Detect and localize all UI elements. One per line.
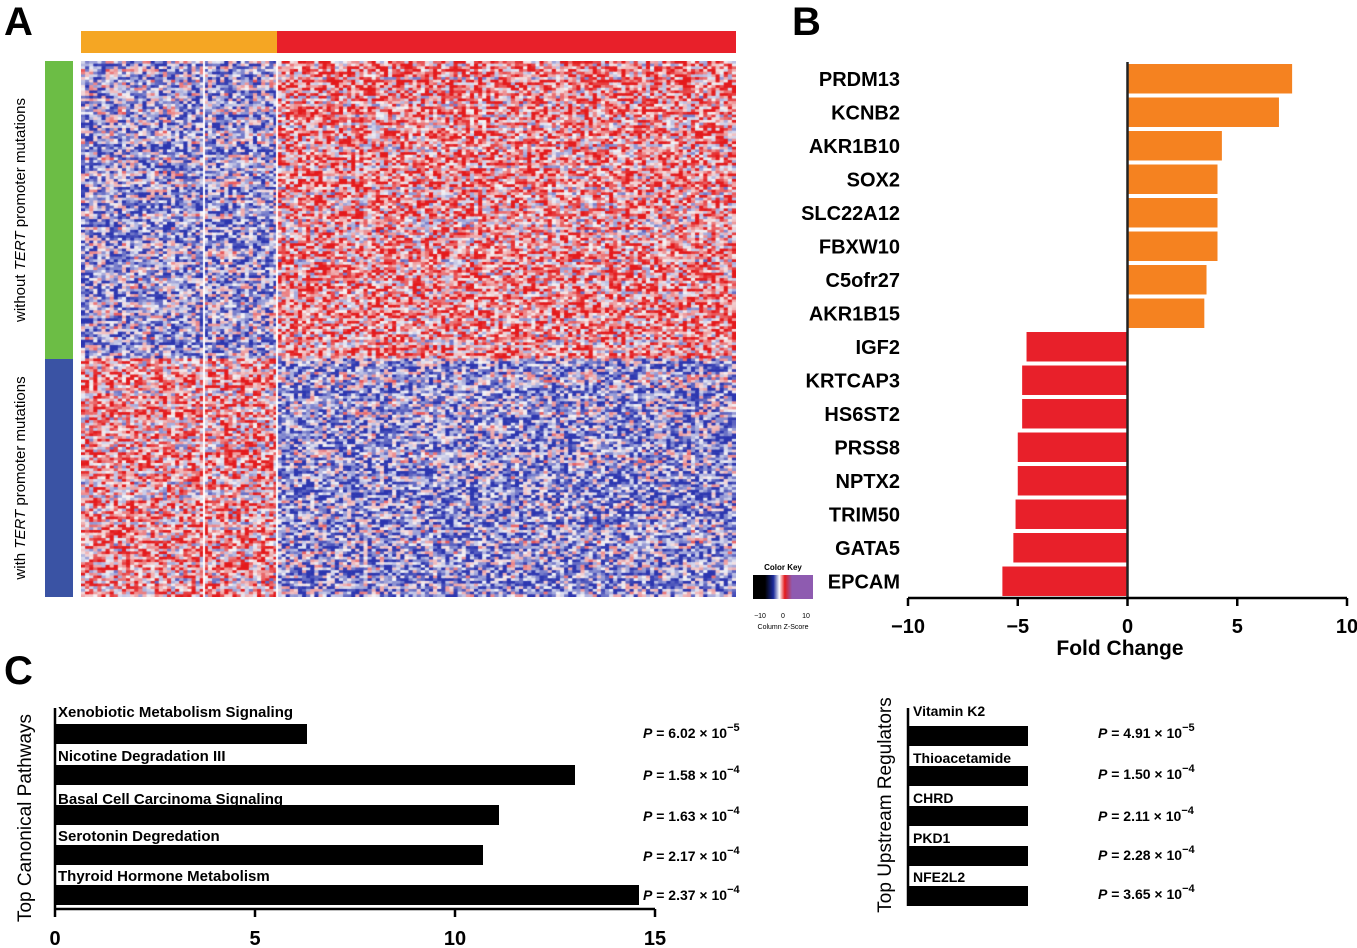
y-axis-title: Top Upstream Regulators xyxy=(875,697,896,912)
gene-label: C5ofr27 xyxy=(826,270,900,292)
p-value-label: P = 1.63 × 10−4 xyxy=(643,805,741,824)
row-group-bar-green xyxy=(45,61,73,359)
fold-change-chart: PRDM13 KCNB2 AKR1B10 SOX2 SLC22A12 FBXW10 C5of… xyxy=(801,62,1357,660)
x-tick-label: 15 xyxy=(644,928,666,948)
p-value-label: P = 2.28 × 10−4 xyxy=(1098,844,1196,863)
heatmap-matrix xyxy=(81,61,736,597)
fold-change-bar xyxy=(1127,64,1293,94)
heatmap-panel: without TERT promoter mutations with TER… xyxy=(12,31,813,631)
p-value-label: P = 2.17 × 10−4 xyxy=(643,845,741,864)
gene-label: IGF2 xyxy=(856,337,900,359)
gene-label: AKR1B10 xyxy=(809,136,900,158)
gene-label: EPCAM xyxy=(828,571,900,593)
color-key-tick: −10 xyxy=(754,613,766,620)
regulator-bar xyxy=(908,726,1028,746)
gene-label: FBXW10 xyxy=(819,236,900,258)
fold-change-bar xyxy=(1017,466,1128,496)
fold-change-bar xyxy=(1127,298,1205,328)
color-key: Color Key −10 0 10 Column Z-Score xyxy=(753,563,813,631)
regulator-label: Vitamin K2 xyxy=(913,703,985,719)
regulator-bar xyxy=(908,846,1028,866)
regulator-bar xyxy=(908,766,1028,786)
p-value-label: P = 1.58 × 10−4 xyxy=(643,764,741,783)
pathway-label: Xenobiotic Metabolism Signaling xyxy=(58,704,293,721)
p-value-label: P = 6.02 × 10−5 xyxy=(643,722,740,741)
pathway-bar xyxy=(55,845,483,865)
pathway-bar xyxy=(55,724,307,744)
regulator-bar xyxy=(908,806,1028,826)
p-value-label: P = 3.65 × 10−4 xyxy=(1098,883,1196,902)
gene-label: GATA5 xyxy=(835,538,900,560)
color-key-label: Column Z-Score xyxy=(758,624,809,631)
regulator-label: NFE2L2 xyxy=(913,869,965,885)
panel-label-c: C xyxy=(4,649,33,693)
fold-change-bar xyxy=(1127,231,1218,261)
x-tick-label: 0 xyxy=(1122,616,1133,638)
regulator-label: CHRD xyxy=(913,790,953,806)
pathway-label: Serotonin Degredation xyxy=(58,828,220,845)
y-axis-title: Top Canonical Pathways xyxy=(15,714,36,922)
gene-label: TRIM50 xyxy=(829,504,900,526)
gene-label: KRTCAP3 xyxy=(806,370,900,392)
gene-label: NPTX2 xyxy=(836,471,900,493)
x-tick-label: −10 xyxy=(891,616,925,638)
gene-label: AKR1B15 xyxy=(809,303,900,325)
regulator-bar xyxy=(908,886,1028,906)
panel-label-b: B xyxy=(792,0,821,44)
p-value-label: P = 2.11 × 10−4 xyxy=(1098,805,1195,824)
fold-change-bar xyxy=(1127,198,1218,228)
x-tick-label: 0 xyxy=(49,928,60,948)
x-tick-label: 10 xyxy=(444,928,466,948)
x-tick-label: 5 xyxy=(249,928,260,948)
x-tick-label: −5 xyxy=(1006,616,1029,638)
pathway-bar xyxy=(55,885,639,905)
pathway-label: Nicotine Degradation III xyxy=(58,748,226,765)
fold-change-bar xyxy=(1127,164,1218,194)
panel-label-a: A xyxy=(4,0,33,44)
gene-label: SLC22A12 xyxy=(801,203,900,225)
fold-change-bar xyxy=(1022,399,1128,429)
fold-change-bar xyxy=(1127,265,1207,295)
p-value-label: P = 1.50 × 10−4 xyxy=(1098,763,1196,782)
fold-change-bar xyxy=(1017,432,1128,462)
canonical-pathways-chart: Xenobiotic Metabolism Signaling P = 6.02 … xyxy=(15,704,741,948)
gene-label: HS6ST2 xyxy=(824,404,900,426)
pathway-bar xyxy=(55,765,575,785)
fold-change-bar xyxy=(1127,97,1279,127)
x-tick-label: 10 xyxy=(1336,616,1357,638)
column-group-bar-red xyxy=(277,31,736,53)
regulator-label: PKD1 xyxy=(913,830,951,846)
gene-label: PRSS8 xyxy=(834,437,900,459)
color-key-gradient xyxy=(753,575,813,599)
p-value-label: P = 2.37 × 10−4 xyxy=(643,884,741,903)
color-key-tick: 10 xyxy=(802,613,810,620)
upstream-regulators-chart: Vitamin K2 P = 4.91 × 10−5 Thioacetamide P … xyxy=(875,697,1196,912)
color-key-tick: 0 xyxy=(781,613,785,620)
gene-label: KCNB2 xyxy=(831,102,900,124)
fold-change-bar xyxy=(1022,365,1128,395)
regulator-label: Thioacetamide xyxy=(913,750,1011,766)
gene-label: SOX2 xyxy=(847,169,900,191)
fold-change-bar xyxy=(1013,533,1128,563)
row-group-bar-blue xyxy=(45,359,73,597)
x-tick-label: 5 xyxy=(1232,616,1243,638)
row-label-with-tert: with TERT promoter mutations xyxy=(12,376,29,580)
column-group-bar-orange xyxy=(81,31,277,53)
x-axis-title: Fold Change xyxy=(1056,637,1183,660)
fold-change-bar xyxy=(1026,332,1128,362)
pathway-label: Thyroid Hormone Metabolism xyxy=(58,868,270,885)
pathway-bar xyxy=(55,805,499,825)
row-label-without-tert: without TERT promoter mutations xyxy=(12,98,29,323)
p-value-label: P = 4.91 × 10−5 xyxy=(1098,722,1195,741)
fold-change-bar xyxy=(1015,499,1128,529)
fold-change-bar xyxy=(1127,131,1222,161)
gene-label: PRDM13 xyxy=(819,69,900,91)
pathway-label: Basal Cell Carcinoma Signaling xyxy=(58,791,283,808)
color-key-title: Color Key xyxy=(764,563,802,572)
fold-change-bar xyxy=(1002,566,1128,596)
